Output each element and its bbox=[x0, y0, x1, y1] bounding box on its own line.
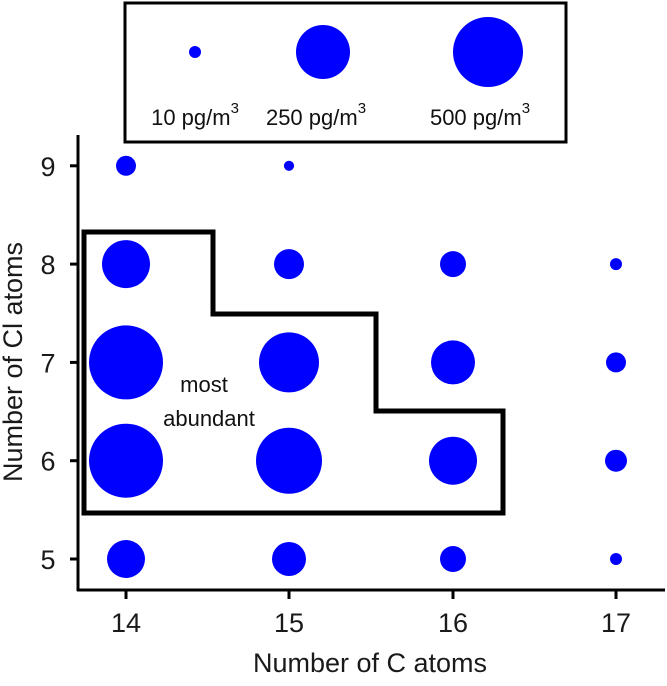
annotation-line-2: abundant bbox=[163, 406, 255, 431]
bubble-c14-cl7 bbox=[89, 325, 163, 400]
bubble-c14-cl8 bbox=[102, 240, 150, 289]
y-tick-label: 6 bbox=[40, 447, 55, 477]
bubble-c16-cl7 bbox=[431, 340, 475, 385]
most-abundant-outline bbox=[81, 229, 506, 516]
bubble-c17-cl6 bbox=[605, 449, 627, 472]
legend-label-500: 500 pg/m3 bbox=[430, 100, 530, 130]
bubble-c15-cl5 bbox=[272, 542, 306, 576]
y-axis-title: Number of Cl atoms bbox=[0, 242, 28, 482]
y-tick-label: 9 bbox=[40, 152, 55, 182]
y-tick-label: 7 bbox=[40, 348, 55, 378]
bubbles bbox=[89, 155, 627, 578]
bubble-c15-cl9 bbox=[283, 160, 295, 171]
bubble-c14-cl5 bbox=[107, 540, 145, 578]
bubble-c16-cl5 bbox=[440, 546, 466, 572]
bubble-c14-cl9 bbox=[116, 155, 136, 176]
legend-bubble-250 bbox=[296, 25, 350, 79]
annotation-line-1: most bbox=[180, 372, 228, 397]
bubble-c14-cl6 bbox=[89, 423, 163, 498]
legend: 10 pg/m3 250 pg/m3 500 pg/m3 bbox=[123, 1, 568, 144]
legend-label-250: 250 pg/m3 bbox=[266, 100, 366, 130]
bubble-c17-cl7 bbox=[606, 352, 626, 373]
legend-label-10: 10 pg/m3 bbox=[151, 100, 239, 130]
legend-bubble-10 bbox=[189, 46, 201, 58]
x-tick-label: 17 bbox=[601, 608, 631, 638]
legend-bubble-500 bbox=[453, 17, 523, 87]
x-tick-label: 14 bbox=[111, 608, 141, 638]
bubble-c15-cl7 bbox=[259, 332, 319, 393]
bubble-c17-cl8 bbox=[610, 258, 622, 271]
x-tick-label: 16 bbox=[438, 608, 468, 638]
most-abundant-annotation: most abundant bbox=[163, 372, 255, 431]
x-axis-title: Number of C atoms bbox=[253, 648, 487, 678]
y-tick-label: 5 bbox=[40, 545, 55, 575]
bubble-c16-cl8 bbox=[440, 251, 466, 278]
x-ticks: 14 15 16 17 bbox=[111, 590, 631, 638]
y-tick-label: 8 bbox=[40, 250, 55, 280]
bubble-c17-cl5 bbox=[610, 553, 622, 565]
x-tick-label: 15 bbox=[274, 608, 304, 638]
axes: 5 6 7 8 9 14 15 16 17 Number of C atoms Number … bbox=[0, 135, 665, 678]
bubble-c15-cl8 bbox=[274, 249, 304, 280]
bubble-c16-cl6 bbox=[429, 436, 477, 485]
bubble-c15-cl6 bbox=[256, 427, 322, 494]
y-ticks: 5 6 7 8 9 bbox=[40, 152, 78, 575]
